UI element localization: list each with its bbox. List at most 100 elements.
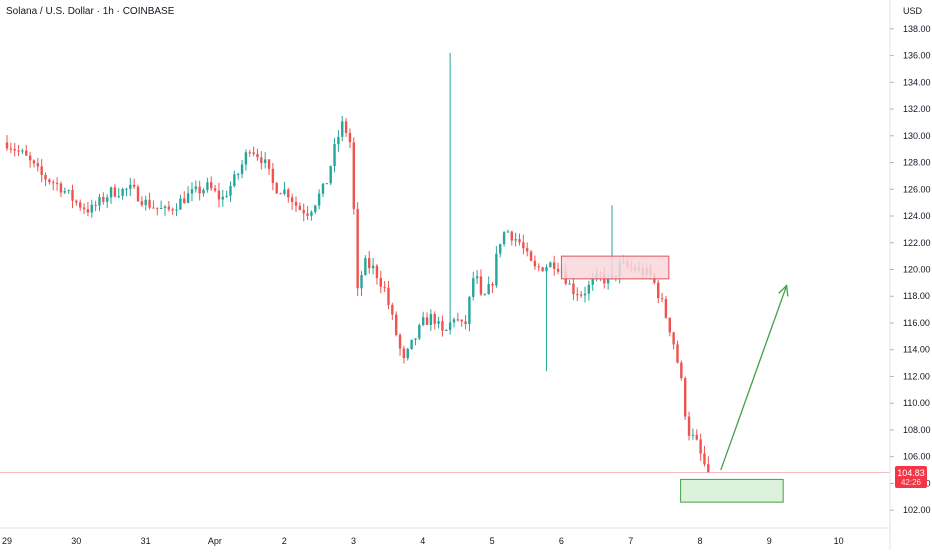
candle-body [556, 268, 560, 272]
candle-body [156, 207, 159, 209]
candle-body [202, 189, 205, 194]
candle-body [310, 211, 313, 216]
candle-body [549, 262, 552, 268]
candle-body [583, 293, 587, 296]
price-tick-label: 108.00 [903, 425, 931, 435]
price-tick-label: 130.00 [903, 131, 931, 141]
candle-body [279, 193, 282, 195]
candle-body [687, 416, 691, 436]
time-tick-label: 2 [282, 536, 287, 546]
candle-body [445, 329, 448, 331]
candle-body [414, 338, 417, 340]
candle-body [148, 199, 151, 208]
candle-body [294, 201, 298, 206]
candle-body [475, 276, 479, 279]
candle-body [48, 179, 51, 183]
candle-body [421, 317, 425, 325]
candle-body [448, 322, 452, 330]
candle-body [36, 163, 40, 167]
candle-body [387, 287, 390, 305]
candle-body [183, 198, 186, 203]
candle-body [394, 314, 398, 335]
candle-body [13, 148, 16, 151]
time-tick-label: 31 [141, 536, 151, 546]
last-price-badge: 104.83 42:26 [895, 466, 927, 488]
candle-body [229, 185, 232, 196]
candle-body [75, 200, 78, 203]
candle-body [256, 153, 259, 158]
candle-body [341, 121, 344, 137]
candle-body [495, 253, 498, 286]
candle-body [506, 231, 510, 233]
candle-body [290, 197, 294, 202]
candle-body [576, 294, 579, 296]
price-tick-label: 134.00 [903, 77, 931, 87]
candle-body [317, 193, 321, 206]
candle-body [456, 319, 460, 321]
candle-body [117, 196, 120, 198]
candle-body [460, 319, 463, 322]
candle-body [113, 187, 117, 197]
currency-label[interactable]: USD [903, 6, 923, 16]
candle-body [526, 248, 529, 252]
candle-body [190, 189, 194, 194]
candle-body [518, 239, 521, 243]
candle-body [267, 159, 271, 169]
candle-body [233, 174, 236, 186]
candle-body [433, 314, 436, 324]
resistance-zone[interactable] [560, 255, 670, 280]
price-tick-label: 132.00 [903, 104, 931, 114]
candle-body [522, 242, 525, 249]
candle-body [491, 284, 494, 286]
candle-body [325, 183, 329, 185]
candle-body [707, 464, 710, 473]
candle-body [67, 190, 70, 192]
time-tick-label: 8 [697, 536, 702, 546]
support-zone[interactable] [680, 478, 784, 503]
candle-body [587, 284, 591, 294]
candle-body [206, 182, 209, 190]
candle-body [429, 314, 433, 325]
candle-body [136, 186, 140, 202]
candle-body [329, 166, 332, 184]
candle-body [418, 324, 421, 339]
candle-body [691, 434, 695, 436]
candle-body [225, 195, 228, 197]
candle-body [98, 196, 101, 206]
candle-body [44, 174, 47, 180]
candle-body [379, 278, 382, 287]
price-tick-label: 136.00 [903, 51, 931, 61]
candle-body [487, 284, 490, 295]
candle-body [129, 184, 132, 189]
candle-body [425, 317, 429, 325]
candle-body [703, 453, 706, 465]
candle-body [90, 204, 93, 213]
time-tick-label: 7 [628, 536, 633, 546]
candle-body [105, 197, 109, 202]
candle-body [71, 190, 74, 201]
time-tick-label: 3 [351, 536, 356, 546]
candle-body [248, 152, 251, 154]
candle-body [398, 334, 402, 349]
candle-body [210, 182, 213, 189]
candle-body [510, 231, 513, 241]
candle-body [321, 183, 325, 194]
price-tick-label: 116.00 [903, 318, 930, 328]
candle-body [283, 189, 286, 194]
projection-arrow-line[interactable] [720, 285, 788, 471]
candle-body [175, 209, 178, 211]
price-tick-label: 110.00 [903, 398, 930, 408]
candle-body [464, 321, 467, 324]
candle-body [306, 213, 309, 216]
candle-body [606, 277, 610, 284]
candle-body [502, 232, 506, 245]
candle-body [383, 286, 386, 288]
candle-body [194, 186, 198, 190]
candle-body [348, 132, 352, 143]
candle-body [9, 148, 13, 150]
candle-body [360, 275, 363, 289]
candle-body [545, 267, 548, 272]
projection-arrow-head[interactable] [778, 284, 789, 297]
